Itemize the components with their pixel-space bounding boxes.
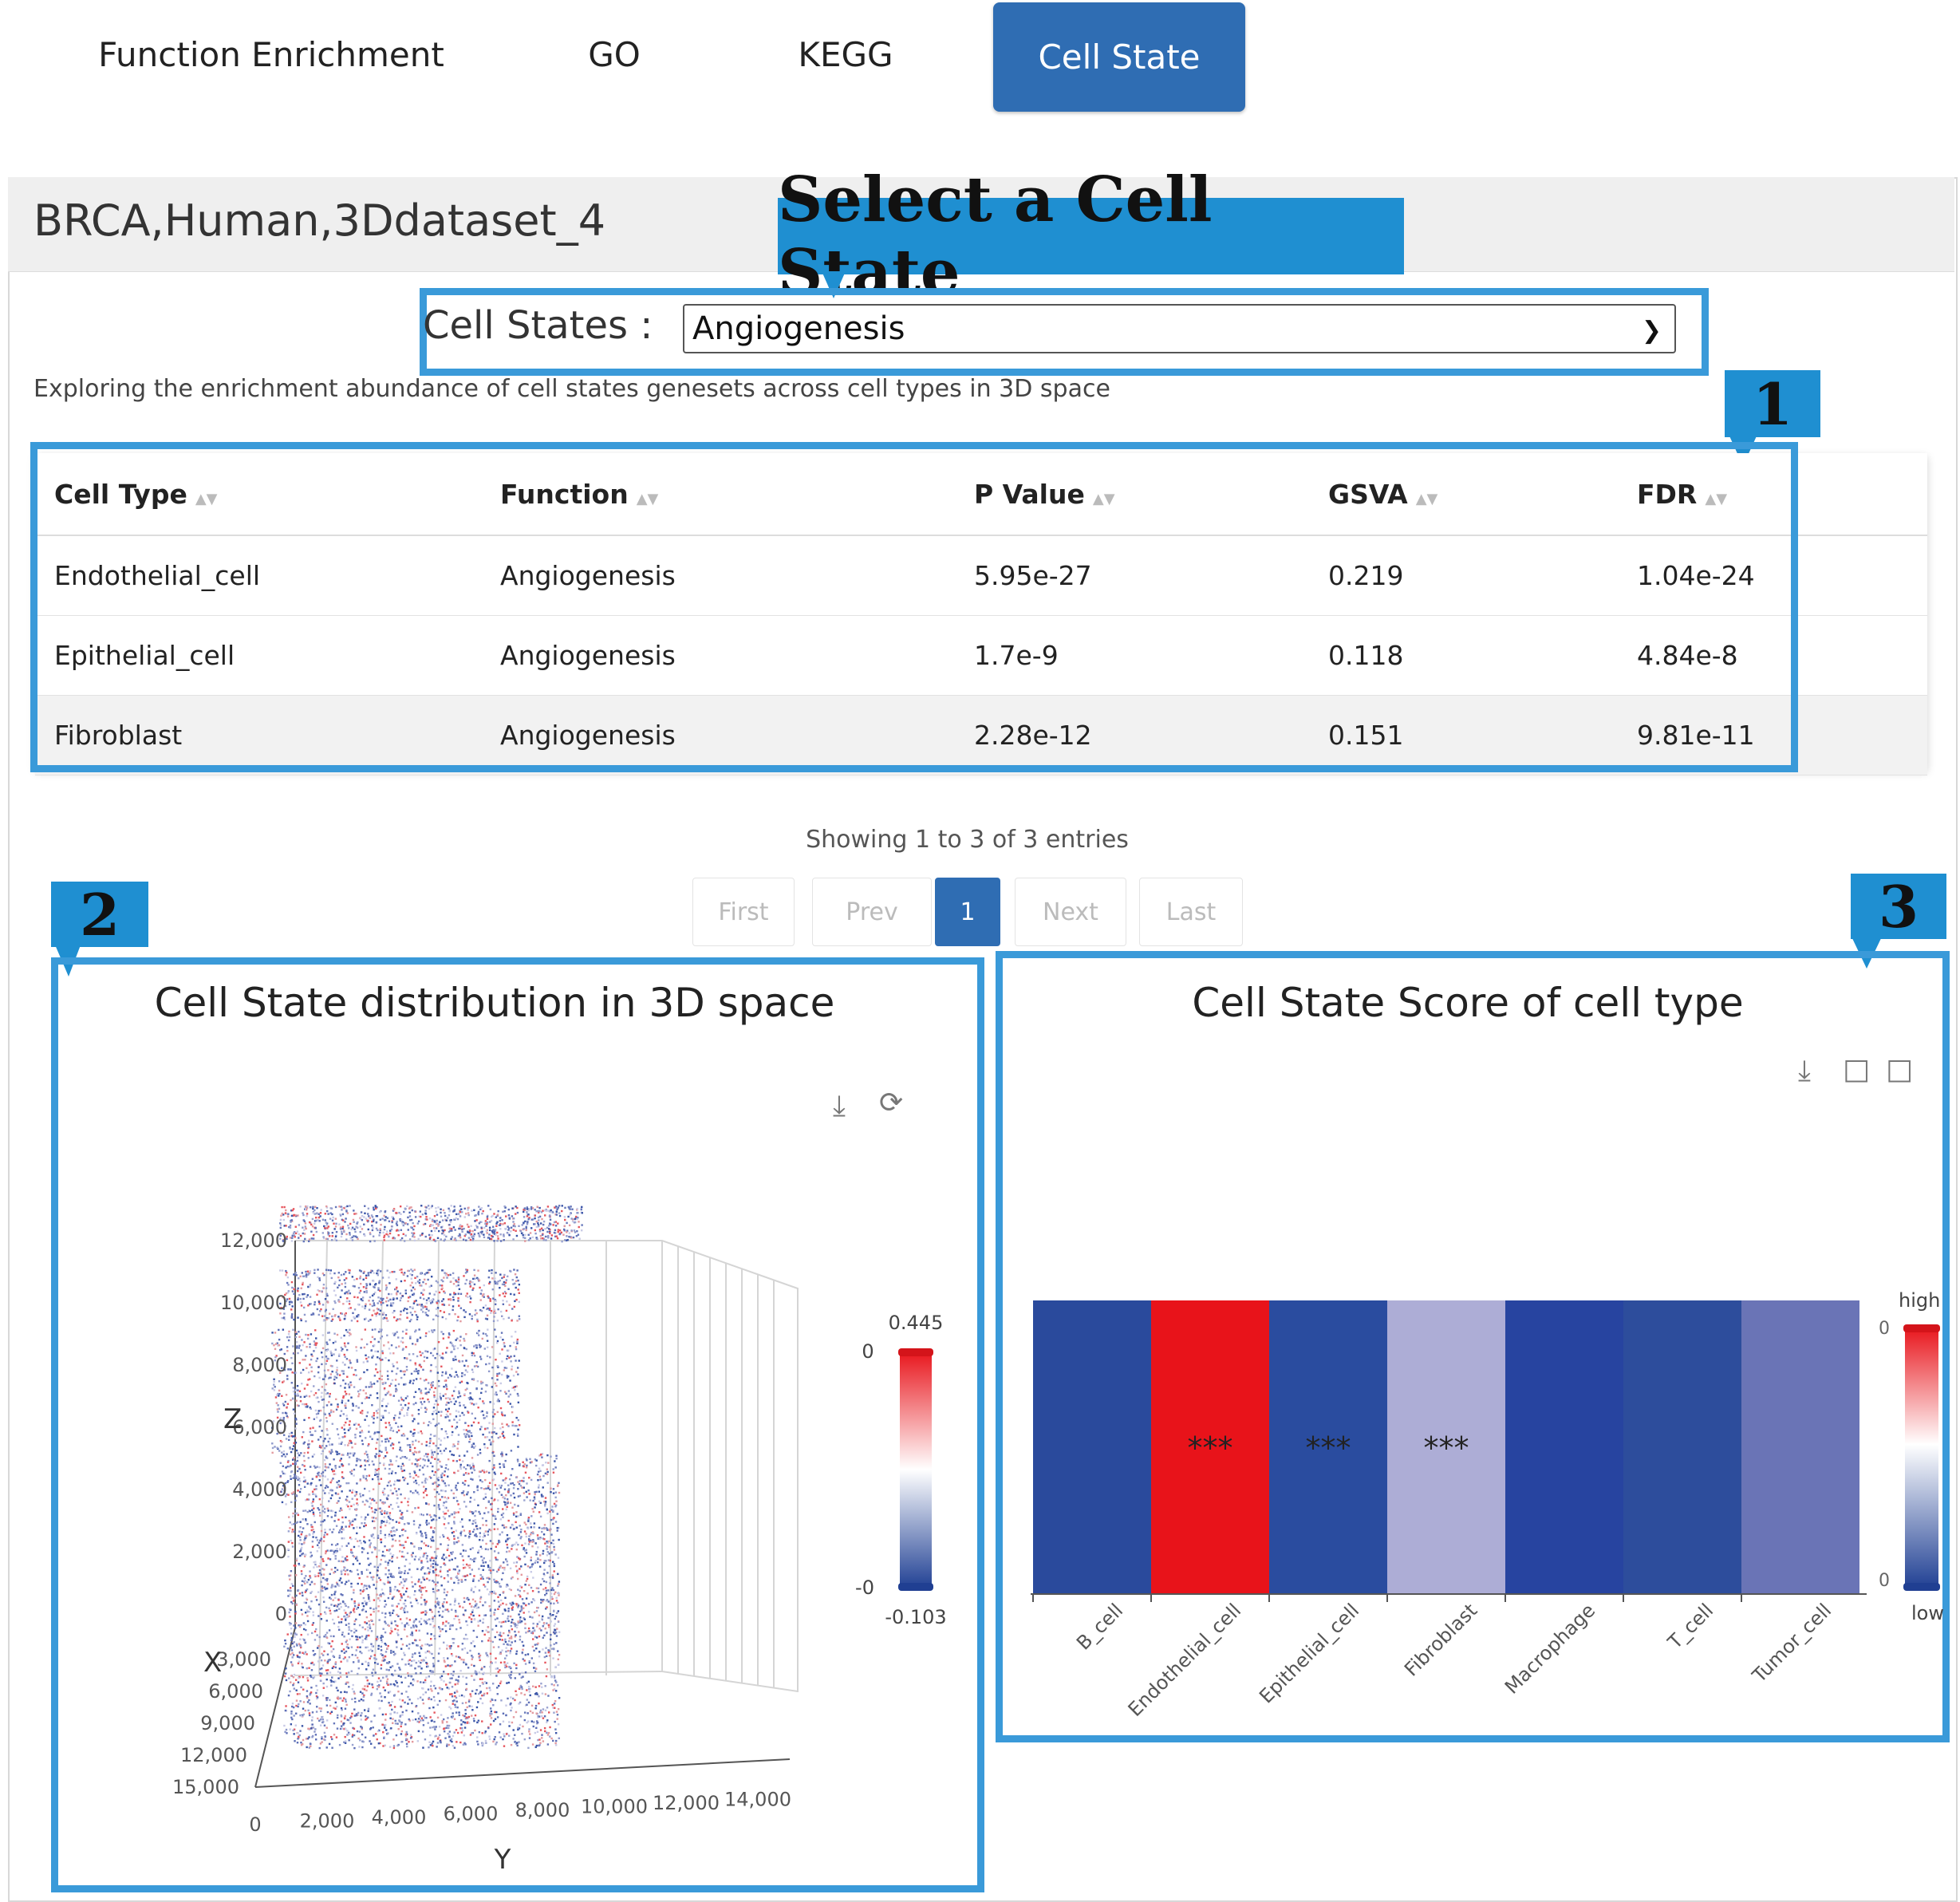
z-tick-label: 0 [275,1603,287,1625]
callout-2: 2 [51,882,148,947]
visual-map[interactable]: 0.445 0 -0 -0.103 [846,1308,957,1636]
cell-state-select[interactable]: Angiogenesis ❯ [683,304,1676,353]
scatter3d-chart: 12,00010,0008,0006,0004,0002,00003,0006,… [120,1197,877,1875]
first-page-button[interactable]: First [692,878,795,946]
heatmap-cell[interactable] [1741,1300,1859,1594]
tab-cell-state[interactable]: Cell State [993,2,1245,112]
y-tick-label: 4,000 [372,1806,427,1829]
scatter3d-title: Cell State distribution in 3D space [80,980,909,1026]
heatmap-cell[interactable] [1623,1300,1741,1594]
z-tick-label: 4,000 [232,1478,287,1501]
last-page-button[interactable]: Last [1139,878,1243,946]
table-info: Showing 1 to 3 of 3 entries [0,826,1934,854]
visual-map-handle-top[interactable] [898,1348,933,1356]
x-tick-label: 9,000 [200,1712,255,1734]
description-text: Exploring the enrichment abundance of ce… [34,375,1110,403]
y-tick-label: 6,000 [444,1803,499,1825]
y-tick-label: 12,000 [653,1792,720,1814]
heatmap-title: Cell State Score of cell type [1021,980,1915,1026]
legend-bar [1905,1326,1938,1589]
visual-map-handle-bottom[interactable] [898,1583,933,1591]
point-clouds [271,1205,583,1749]
tab-function-enrichment[interactable]: Function Enrichment [96,0,447,109]
z-tick-label: 12,000 [220,1229,287,1252]
category-label: Epithelial_cell [1255,1599,1363,1707]
z-tick-label: 2,000 [232,1541,287,1563]
x-tick-label: 12,000 [180,1744,247,1766]
category-label: T_cell [1663,1599,1718,1654]
download-icon[interactable]: ⤓ [1798,1055,1811,1088]
category-label: Macrophage [1501,1599,1599,1698]
cell-states-label: Cell States : [423,303,653,348]
zoom-icon[interactable]: □ [1843,1053,1870,1086]
cell-state-select-value: Angiogenesis [692,310,905,347]
category-label: Tumor_cell [1748,1599,1836,1687]
y-axis-label: Y [494,1844,511,1875]
heatmap-cell[interactable] [1033,1300,1151,1594]
page-1-button[interactable]: 1 [935,878,1000,946]
y-tick-label: 8,000 [515,1799,570,1821]
legend-handle-bottom[interactable] [1903,1583,1940,1591]
x-axis-label: X [203,1647,222,1679]
z-axis-label: Z [223,1403,242,1435]
callout-select-cell-state: Select a Cell State [778,198,1404,274]
tab-go[interactable]: GO [542,0,686,109]
restore-icon[interactable]: ⟳ [879,1087,903,1119]
legend-low-label: low [1911,1602,1944,1624]
legend-bottom-tick: 0 [1879,1571,1890,1591]
y-tick-label: 2,000 [300,1810,355,1833]
tab-kegg[interactable]: KEGG [766,0,925,109]
heatmap-cells: *** *** *** [1033,1300,1859,1594]
significance-label: *** [1188,1430,1233,1466]
prev-page-button[interactable]: Prev [812,878,932,946]
significance-label: *** [1424,1430,1469,1466]
visual-map-min-label: -0.103 [885,1606,946,1628]
significance-label: *** [1306,1430,1351,1466]
y-tick-label: 10,000 [581,1796,648,1818]
y-tick-label: 14,000 [724,1789,791,1811]
category-label: Endothelial_cell [1124,1599,1246,1721]
callout-3: 3 [1851,874,1946,939]
z-tick-label: 8,000 [232,1354,287,1376]
visual-map-bottom-tick: -0 [855,1576,874,1599]
legend-handle-top[interactable] [1903,1324,1940,1332]
callout-1: 1 [1725,370,1820,437]
chevron-down-icon: ❯ [1642,317,1662,345]
table-highlight-box [30,442,1798,772]
heatmap-legend[interactable]: high 0 0 low [1867,1284,1946,1628]
next-page-button[interactable]: Next [1015,878,1126,946]
x-tick-label: 15,000 [172,1776,239,1798]
z-tick-label: 10,000 [220,1292,287,1314]
download-icon[interactable]: ⤓ [833,1090,846,1123]
zoom-reset-icon[interactable]: □ [1886,1053,1913,1086]
y-tick-label: 0 [249,1813,261,1836]
visual-map-max-label: 0.445 [889,1312,944,1334]
visual-map-bar [900,1350,932,1589]
legend-high-label: high [1899,1289,1940,1312]
category-label: B_cell [1072,1599,1127,1654]
visual-map-top-tick: 0 [862,1340,874,1363]
legend-top-tick: 0 [1879,1319,1890,1339]
category-label: Fibroblast [1400,1599,1481,1680]
x-tick-label: 6,000 [208,1680,263,1703]
x-tick-label: 3,000 [216,1648,271,1671]
heatmap-cell[interactable] [1505,1300,1623,1594]
dataset-title: BRCA,Human,3Ddataset_4 [34,195,605,246]
